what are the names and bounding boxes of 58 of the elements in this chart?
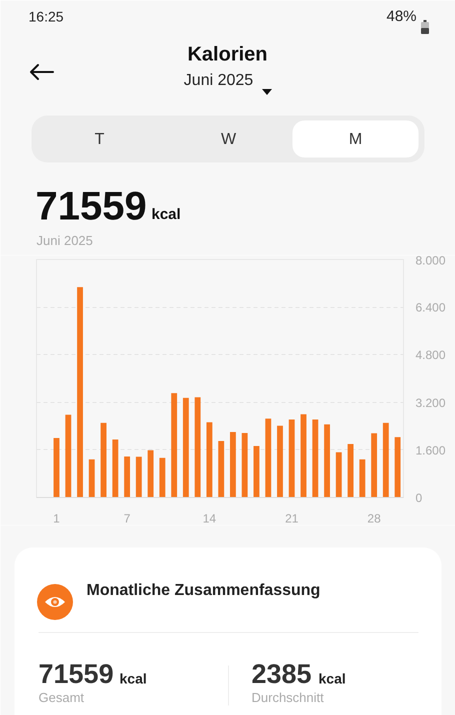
bar — [265, 418, 272, 498]
bar — [242, 432, 248, 498]
bar — [288, 420, 295, 498]
bar — [254, 446, 260, 498]
x-tick-label: 14 — [202, 512, 216, 526]
text: Juni 2025 — [36, 233, 93, 248]
y-tick-label: 6.400 — [416, 300, 446, 315]
bar — [54, 438, 60, 498]
text: M — [348, 131, 362, 148]
bar — [65, 414, 72, 498]
y-tick-label: 8.000 — [416, 254, 446, 268]
text: kcal — [152, 206, 181, 223]
bar — [100, 422, 106, 498]
bar — [371, 433, 378, 498]
y-tick-label: 1.600 — [416, 443, 446, 458]
x-tick-label: 7 — [124, 512, 131, 526]
text: Monatliche Zusammenfassung — [86, 582, 320, 599]
x-tick-label: 28 — [367, 512, 382, 526]
bar — [112, 439, 118, 498]
bar — [277, 426, 283, 498]
y-tick-label: 0 — [416, 491, 422, 505]
bar — [336, 452, 342, 498]
bar — [324, 424, 330, 498]
text: kcal — [120, 670, 147, 686]
bar — [77, 287, 83, 498]
y-tick-label: 4.800 — [416, 348, 446, 362]
chart-subtitle: Juni 2025 — [184, 72, 254, 89]
text: Durchschnitt — [252, 690, 324, 705]
bar — [230, 432, 236, 498]
text: Gesamt — [38, 690, 84, 705]
bar — [171, 393, 178, 498]
text: 16:25 — [28, 8, 64, 24]
bar — [88, 459, 95, 498]
bar — [218, 440, 224, 498]
bar — [136, 456, 142, 498]
bar — [206, 422, 212, 498]
bar — [312, 420, 318, 498]
chart-title: Kalorien — [187, 44, 268, 66]
bar — [394, 437, 401, 498]
bar — [300, 414, 306, 498]
bar — [348, 444, 354, 498]
bar — [194, 397, 201, 498]
bar — [148, 450, 154, 498]
x-tick-label: 1 — [53, 512, 60, 526]
bar — [159, 458, 166, 498]
y-tick-label: 3.200 — [416, 396, 446, 410]
text: 2385 — [252, 659, 312, 689]
text: 71559 — [36, 184, 147, 228]
text: 48% — [386, 8, 417, 25]
bar — [124, 456, 130, 498]
bar — [382, 422, 389, 498]
text: 71559 — [38, 659, 114, 689]
bar — [359, 459, 366, 498]
bar — [182, 398, 189, 498]
text: kcal — [318, 670, 346, 686]
text: W — [220, 131, 237, 148]
text: T — [94, 131, 105, 148]
x-tick-label: 21 — [285, 512, 299, 526]
